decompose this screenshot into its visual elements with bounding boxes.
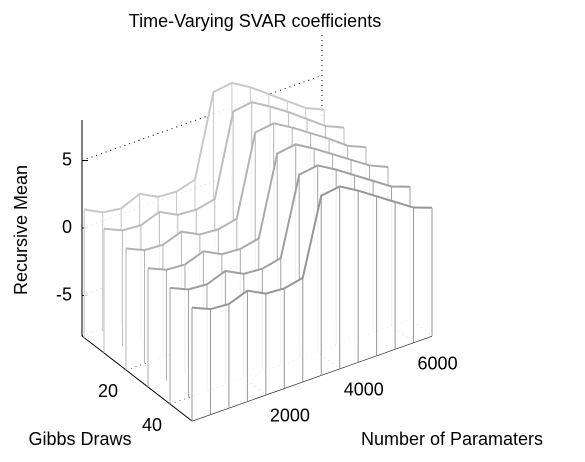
x-axis-label: Number of Paramaters (361, 429, 543, 449)
z-tick-label: 0 (62, 217, 72, 237)
x-tick-label: 4000 (344, 379, 384, 399)
y-axis-label: Gibbs Draws (28, 429, 131, 449)
z-tick-label: 5 (62, 149, 72, 169)
z-tick-label: -5 (56, 284, 72, 304)
series-line (169, 164, 411, 291)
y-tick-label: 20 (98, 381, 118, 401)
series-line (125, 122, 367, 252)
series-line (103, 101, 345, 232)
x-tick-label: 6000 (418, 353, 458, 373)
y-axis (81, 335, 193, 422)
series-line (191, 185, 433, 311)
z-axis-label: Recursive Mean (11, 165, 31, 295)
x-tick-label: 2000 (270, 406, 310, 426)
y-tick-label: 40 (142, 415, 162, 435)
series-line (147, 143, 389, 271)
chart-title: Time-Varying SVAR coefficients (129, 11, 381, 31)
curtain (192, 186, 432, 421)
series-line (84, 81, 325, 214)
